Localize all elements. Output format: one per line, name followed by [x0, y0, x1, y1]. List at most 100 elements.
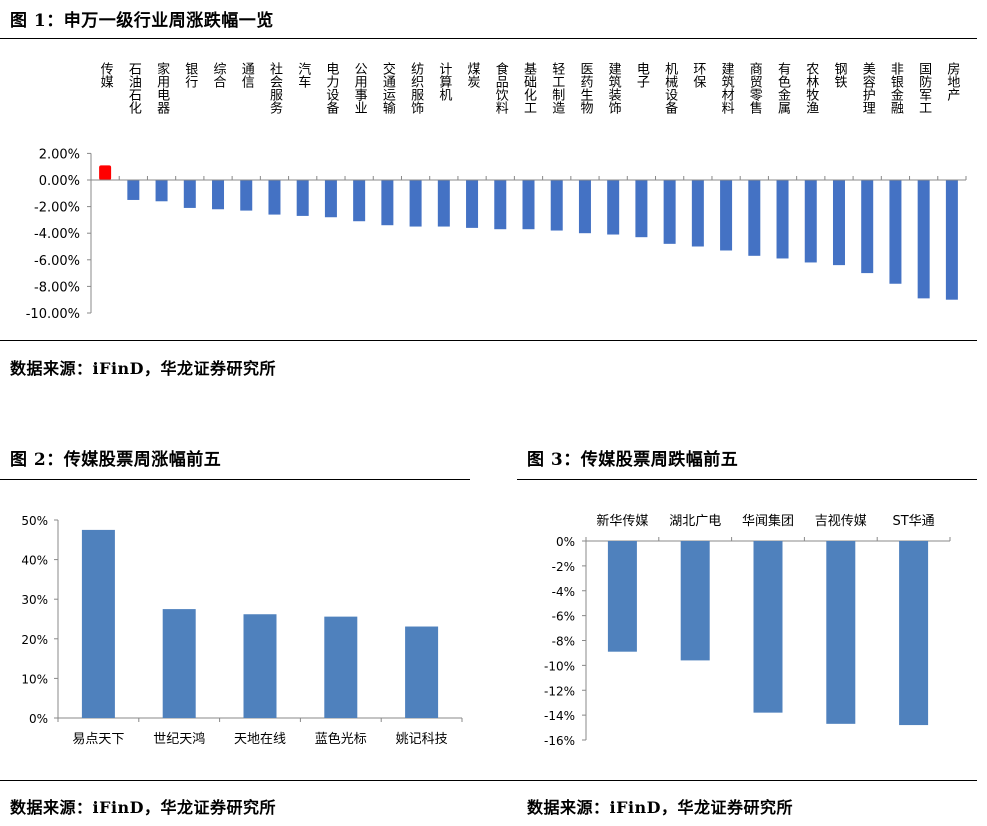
fig1-bar [578, 180, 591, 234]
fig1-category-label: 公用事业 [352, 62, 368, 114]
fig3-category-label: 新华传媒 [596, 513, 648, 529]
fig1-category-label: 电子 [634, 62, 650, 88]
fig2-category-label: 姚记科技 [396, 732, 448, 747]
fig1-y-tick-label: -2.00% [34, 201, 80, 216]
fig2-category-label: 蓝色光标 [315, 731, 367, 747]
fig1-bar [663, 180, 676, 244]
fig2-y-tick-label: 20% [21, 633, 48, 647]
fig1-category-label: 建筑装饰 [606, 62, 622, 114]
fig1-bar [494, 180, 507, 230]
fig1-category-label: 电力设备 [323, 62, 339, 115]
fig1-category-label: 非银金融 [888, 62, 904, 114]
fig1-category-label: 银行 [182, 62, 198, 89]
fig1-y-tick-label: 0.00% [39, 174, 80, 189]
fig1-bar [832, 180, 845, 266]
fig1-bar [324, 180, 337, 218]
fig2-y-tick-label: 40% [21, 554, 48, 568]
fig1-bar [437, 180, 450, 227]
fig1-category-label: 机械设备 [662, 62, 678, 115]
fig1-bar [127, 180, 140, 200]
fig1-bar [917, 180, 930, 299]
fig3-category-label: 湖北广电 [669, 514, 721, 529]
fig1-category-label: 农林牧渔 [803, 62, 819, 114]
bottom-rule [0, 780, 977, 781]
fig1-bar [748, 180, 761, 256]
fig1-y-tick-label: -4.00% [34, 227, 80, 242]
fig1-bar [466, 180, 479, 228]
fig3-source: 数据来源：iFinD，华龙证券研究所 [527, 798, 794, 817]
fig2-category-label: 易点天下 [72, 732, 124, 747]
fig1-bar [268, 180, 281, 215]
fig2-bar [243, 614, 277, 718]
fig1-bar [381, 180, 394, 226]
fig3-y-tick-label: -14% [544, 709, 575, 723]
fig3-category-label: 吉视传媒 [815, 514, 867, 529]
fig2-y-tick-label: 10% [21, 672, 48, 686]
fig2-y-tick-label: 50% [21, 514, 48, 528]
fig1-category-label: 有色金属 [775, 62, 791, 115]
fig1-category-label: 石油石化 [126, 62, 142, 115]
fig3-title: 图 3：传媒股票周跌幅前五 [527, 450, 739, 470]
fig1-category-label: 社会服务 [267, 61, 283, 114]
fig1-category-label: 计算机 [436, 62, 452, 102]
fig2-title: 图 2：传媒股票周涨幅前五 [10, 450, 222, 470]
fig1-bar [945, 180, 958, 300]
fig1-bar [522, 180, 535, 230]
fig1-bar [212, 180, 225, 210]
fig3-y-tick-label: -2% [552, 560, 575, 574]
fig1-bar [409, 180, 422, 227]
fig3-top-rule [517, 479, 977, 480]
fig3-y-tick-label: 0% [556, 535, 575, 549]
fig1-category-label: 钢铁 [831, 62, 847, 88]
fig1-bar [183, 180, 196, 208]
fig1-bar [889, 180, 902, 284]
fig1-title: 图 1：申万一级行业周涨跌幅一览 [10, 11, 274, 31]
fig1-bar [550, 180, 563, 231]
fig1-top-rule [0, 38, 977, 39]
fig2-category-label: 世纪天鸿 [153, 731, 205, 747]
fig3-category-label: 华闻集团 [742, 513, 794, 529]
fig1-bar [353, 180, 366, 222]
fig1-category-label: 综合 [211, 62, 227, 88]
fig1-category-label: 环保 [690, 62, 706, 88]
fig1-source: 数据来源：iFinD，华龙证券研究所 [10, 359, 277, 378]
fig2-source: 数据来源：iFinD，华龙证券研究所 [10, 798, 277, 817]
fig1-y-tick-label: -8.00% [34, 280, 80, 295]
fig2-y-tick-label: 30% [21, 593, 48, 607]
fig1-category-label: 煤炭 [465, 62, 481, 89]
fig1-bar [635, 180, 648, 238]
fig1-bar [720, 180, 733, 251]
fig1-category-label: 美容护理 [860, 62, 876, 114]
fig1-category-label: 建筑材料 [719, 62, 735, 114]
fig3-y-tick-label: -8% [552, 635, 575, 649]
fig3-y-tick-label: -6% [552, 610, 575, 624]
fig1-bar [155, 180, 168, 202]
fig1-category-label: 交通运输 [380, 61, 396, 114]
fig1-y-tick-label: 2.00% [39, 147, 80, 162]
fig1-y-tick-label: -6.00% [34, 254, 80, 269]
fig1-bar [296, 180, 309, 216]
fig3-y-tick-label: -10% [544, 659, 575, 673]
fig2-category-label: 天地在线 [234, 732, 286, 747]
fig1-bar [776, 180, 789, 259]
fig3-y-tick-label: -4% [552, 585, 575, 599]
fig1-category-label: 轻工制造 [549, 62, 565, 115]
fig2-y-tick-label: 0% [29, 712, 48, 726]
fig1-category-label: 食品饮料 [493, 61, 509, 114]
fig3-bar [607, 541, 637, 652]
fig1-category-label: 医药生物 [577, 62, 593, 115]
fig1-bar [861, 180, 874, 274]
fig1-category-label: 纺织服饰 [408, 62, 424, 114]
fig1-category-label: 通信 [239, 62, 255, 88]
fig1-category-label: 商贸零售 [747, 62, 763, 114]
fig3-y-tick-label: -12% [544, 684, 575, 698]
fig2-top-rule [0, 479, 470, 480]
fig1-bar [607, 180, 620, 235]
fig3-category-label: ST华通 [892, 514, 934, 529]
fig1-category-label: 家用电器 [154, 61, 170, 115]
fig2-bar [162, 609, 196, 718]
fig2-bar [81, 529, 115, 718]
fig3-bar [899, 541, 929, 726]
fig1-category-label: 房地产 [944, 61, 960, 102]
fig1-bottom-rule [0, 340, 977, 341]
